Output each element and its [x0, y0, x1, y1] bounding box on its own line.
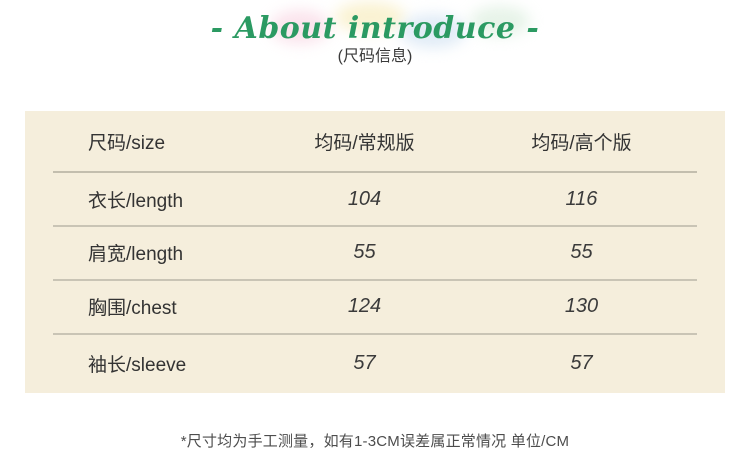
table-row-length: 衣长/length 104 116	[53, 173, 697, 228]
page-header: - About introduce - (尺码信息)	[0, 0, 750, 67]
row-value-regular: 124	[347, 295, 382, 318]
column-header-regular: 均码/常规版	[314, 132, 415, 154]
row-label: 袖长/sleeve	[88, 355, 187, 377]
row-value-tall: 55	[570, 241, 593, 264]
row-value-tall: 116	[565, 187, 598, 210]
row-value-regular: 55	[353, 241, 376, 264]
column-header-size: 尺码/size	[88, 132, 166, 154]
row-value-tall: 130	[564, 295, 599, 318]
row-label: 衣长/length	[88, 190, 184, 212]
row-value-tall: 57	[570, 352, 593, 375]
row-value-regular: 104	[347, 187, 382, 210]
page-title: - About introduce -	[210, 11, 540, 46]
column-header-tall: 均码/高个版	[531, 132, 632, 154]
table-row-sleeve: 袖长/sleeve 57 57	[53, 335, 697, 394]
table-row-chest: 胸围/chest 124 130	[53, 281, 697, 335]
size-table-panel: 尺码/size 均码/常规版 均码/高个版 衣长/length 104 116 …	[25, 111, 725, 393]
measurement-disclaimer: *尺寸均为手工测量，如有1-3CM误差属正常情况 单位/CM	[180, 433, 570, 450]
row-label: 肩宽/length	[88, 244, 184, 266]
table-row-shoulder: 肩宽/length 55 55	[53, 227, 697, 281]
page-subtitle: (尺码信息)	[337, 48, 413, 65]
table-header-row: 尺码/size 均码/常规版 均码/高个版	[53, 111, 697, 174]
row-label: 胸围/chest	[88, 298, 177, 320]
size-table: 尺码/size 均码/常规版 均码/高个版 衣长/length 104 116 …	[53, 111, 697, 393]
row-value-regular: 57	[353, 352, 376, 375]
